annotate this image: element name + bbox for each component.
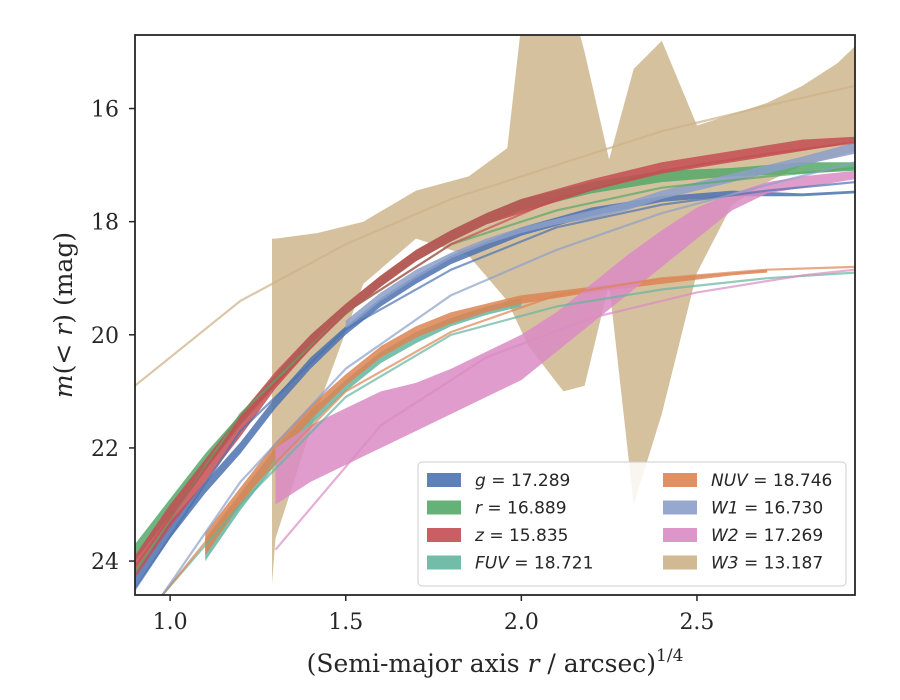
legend-swatch (663, 555, 697, 570)
fit-line-w1 (160, 161, 855, 595)
legend-item-w1: W1 = 16.730 (663, 499, 823, 519)
legend-swatch (427, 555, 461, 570)
y-axis-label: m(< r) (mag) (49, 232, 78, 398)
legend-item-fuv: FUV = 18.721 (427, 554, 593, 574)
legend-label: FUV = 18.721 (475, 554, 593, 574)
fit-line-nuv (161, 265, 855, 595)
legend-item-nuv: NUV = 18.746 (663, 471, 832, 491)
legend-item-z: z = 15.835 (427, 526, 568, 546)
x-axis: 1.0 1.5 2.0 2.5 (153, 595, 714, 635)
fit-line-g (135, 181, 855, 590)
legend-item-w3: W3 = 13.187 (663, 554, 823, 574)
band-w1 (345, 142, 855, 330)
legend-swatch (663, 500, 697, 515)
y-tick-label: 20 (91, 324, 119, 349)
x-tick-label: 1.5 (328, 610, 363, 635)
legend-item-w2: W2 = 17.269 (663, 526, 823, 546)
fit-line-z (135, 141, 855, 568)
legend-swatch (427, 528, 461, 542)
legend-swatch (663, 528, 697, 542)
y-axis: 16 18 20 22 24 (91, 98, 135, 575)
legend-label: z = 15.835 (474, 526, 568, 546)
x-tick-label: 1.0 (153, 610, 188, 635)
legend-label: NUV = 18.746 (711, 471, 832, 491)
y-tick-label: 22 (91, 437, 119, 462)
legend-label: W1 = 16.730 (711, 499, 823, 519)
band-nuv (205, 269, 768, 556)
legend-swatch (663, 473, 697, 487)
legend-frame (417, 461, 847, 587)
x-tick-label: 2.0 (504, 610, 539, 635)
legend-label: r = 16.889 (475, 499, 567, 519)
x-tick-label: 2.5 (679, 610, 714, 635)
legend-item-r: r = 16.889 (427, 499, 567, 519)
y-tick-label: 24 (91, 550, 119, 575)
y-tick-label: 16 (91, 98, 119, 123)
legend-label: W3 = 13.187 (711, 554, 823, 574)
fit-line-w3 (135, 84, 855, 387)
fit-line-w2 (274, 268, 855, 551)
fit-line-fuv (160, 271, 855, 595)
fit-line-r (135, 166, 855, 574)
y-tick-label: 18 (91, 211, 119, 236)
x-axis-label: (Semi-major axis r / arcsec)1/4 (307, 646, 684, 678)
band-w2 (275, 170, 855, 505)
legend-item-g: g = 17.289 (427, 471, 570, 491)
legend-label: g = 17.289 (475, 471, 570, 491)
legend-swatch (427, 500, 461, 515)
plot-frame (134, 34, 856, 596)
series-layer (135, 35, 855, 595)
legend-label: W2 = 17.269 (711, 526, 823, 546)
legend: g = 17.289 r = 16.889 z = 15.835 FUV = 18.7… (417, 461, 847, 587)
legend-swatch (427, 473, 461, 487)
